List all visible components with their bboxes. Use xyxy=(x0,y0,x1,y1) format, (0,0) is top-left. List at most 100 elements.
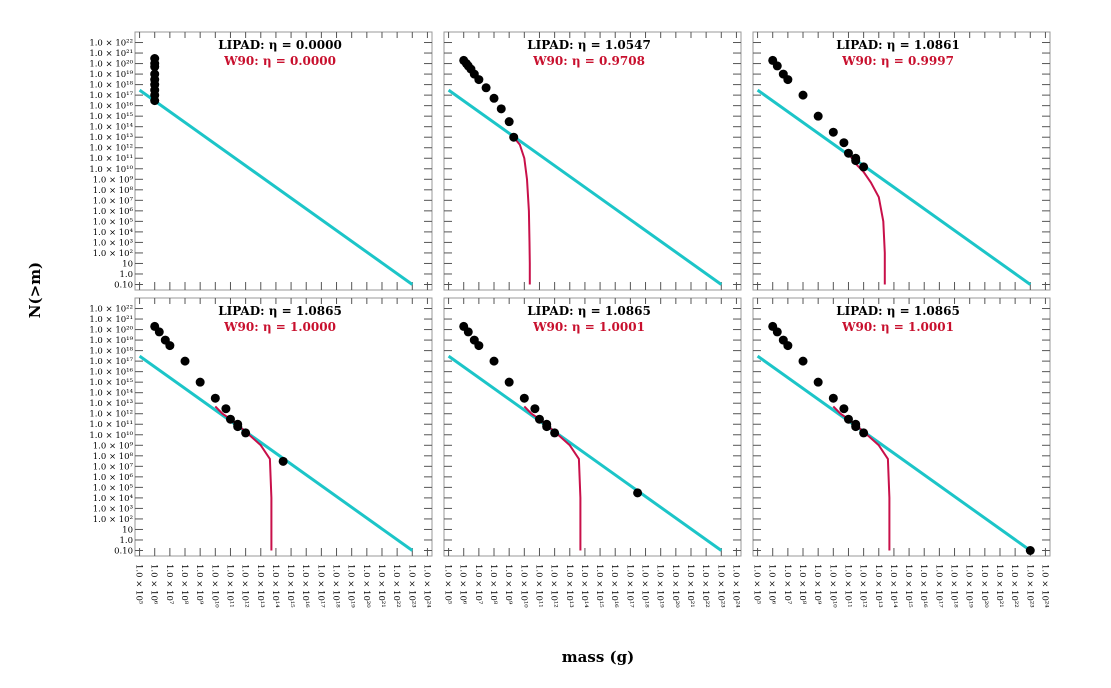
y-tick-label: 1.0 × 10¹⁴ xyxy=(89,123,133,133)
data-point xyxy=(509,132,519,142)
x-tick-label: 1.0 × 10²¹ xyxy=(994,564,1004,608)
panel-subtitle: W90: η = 0.9997 xyxy=(841,54,954,68)
y-tick-label: 10 xyxy=(122,259,133,269)
data-point xyxy=(633,488,643,498)
x-tick-label: 1.0 × 10¹⁷ xyxy=(315,564,325,608)
panel-title: LIPAD: η = 1.0865 xyxy=(527,304,651,318)
data-point xyxy=(772,61,782,71)
x-tick-label: 1.0 × 10⁹ xyxy=(194,564,204,605)
series-line xyxy=(512,136,531,285)
data-point xyxy=(798,356,808,366)
data-point xyxy=(463,327,473,337)
x-tick-label: 1.0 × 10²⁴ xyxy=(421,564,431,608)
series-line xyxy=(447,354,723,552)
x-tick-label: 1.0 × 10¹⁸ xyxy=(331,564,341,608)
x-tick-label: 1.0 × 10⁷ xyxy=(782,564,792,605)
x-tick-label: 1.0 × 10⁵ xyxy=(134,564,144,605)
x-tick-label: 1.0 × 10¹⁰ xyxy=(209,564,219,608)
data-point xyxy=(839,138,849,148)
data-point xyxy=(278,456,288,466)
x-tick-label: 1.0 × 10²⁰ xyxy=(361,564,371,608)
panel-frame xyxy=(443,297,742,557)
x-tick-label: 1.0 × 10⁸ xyxy=(488,564,498,605)
x-tick-label: 1.0 × 10⁸ xyxy=(797,564,807,605)
x-tick-label: 1.0 × 10²⁴ xyxy=(1039,564,1049,608)
data-point xyxy=(481,83,491,93)
x-tick-label: 1.0 × 10⁷ xyxy=(164,564,174,605)
panel-frame xyxy=(752,31,1051,291)
x-tick-label: 1.0 × 10²² xyxy=(1009,564,1019,608)
y-tick-label: 1.0 × 10¹⁰ xyxy=(89,431,133,441)
data-point xyxy=(772,327,782,337)
data-point xyxy=(489,356,499,366)
y-tick-label: 1.0 × 10⁶ xyxy=(93,473,134,483)
panel-frame xyxy=(752,297,1051,557)
x-tick-label: 1.0 × 10²³ xyxy=(715,564,725,608)
y-tick-label: 1.0 × 10⁹ xyxy=(93,441,134,451)
data-point xyxy=(241,428,251,438)
data-point xyxy=(839,404,849,414)
x-tick-label: 1.0 × 10¹¹ xyxy=(842,564,852,608)
series-line xyxy=(847,152,886,285)
x-tick-label: 1.0 × 10¹⁷ xyxy=(933,564,943,608)
y-tick-label: 1.0 × 10¹⁷ xyxy=(89,91,133,101)
y-tick-label: 1.0 xyxy=(119,270,133,280)
panel-title: LIPAD: η = 1.0865 xyxy=(218,304,342,318)
x-tick-label: 1.0 × 10¹² xyxy=(549,564,559,608)
x-tick-label: 1.0 × 10¹⁸ xyxy=(949,564,959,608)
data-point xyxy=(474,341,484,351)
x-tick-label: 1.0 × 10¹⁴ xyxy=(888,564,898,608)
data-point xyxy=(210,393,220,403)
series-line xyxy=(832,405,891,551)
x-tick-label: 1.0 × 10²³ xyxy=(406,564,416,608)
panel-frame xyxy=(134,297,433,557)
series-line xyxy=(756,88,1032,286)
y-tick-label: 0.10 xyxy=(114,546,133,556)
series-line xyxy=(523,405,582,551)
data-point xyxy=(504,377,514,387)
y-tick-label: 1.0 × 10⁵ xyxy=(93,217,134,227)
data-point xyxy=(1025,545,1035,555)
y-tick-label: 1.0 × 10⁶ xyxy=(93,207,134,217)
y-tick-label: 1.0 × 10¹³ xyxy=(89,399,133,409)
x-tick-label: 1.0 × 10²² xyxy=(700,564,710,608)
panel-title: LIPAD: η = 1.0547 xyxy=(527,38,651,52)
y-tick-label: 1.0 × 10⁸ xyxy=(93,452,134,462)
y-axis-label: N(>m) xyxy=(26,262,44,318)
panel-title: LIPAD: η = 1.0865 xyxy=(836,304,960,318)
panel-frame xyxy=(443,31,742,291)
x-tick-label: 1.0 × 10⁷ xyxy=(473,564,483,605)
y-tick-label: 1.0 × 10² xyxy=(93,249,133,259)
x-tick-label: 1.0 × 10⁸ xyxy=(179,564,189,605)
x-tick-label: 1.0 × 10¹² xyxy=(240,564,250,608)
x-tick-label: 1.0 × 10⁵ xyxy=(752,564,762,605)
y-tick-label: 1.0 × 10¹⁸ xyxy=(89,81,133,91)
data-point xyxy=(504,117,514,127)
y-tick-label: 1.0 xyxy=(119,536,133,546)
data-point xyxy=(496,104,506,114)
y-tick-label: 1.0 × 10¹⁰ xyxy=(89,165,133,175)
x-tick-label: 1.0 × 10¹⁰ xyxy=(518,564,528,608)
x-tick-label: 1.0 × 10²⁴ xyxy=(730,564,740,608)
y-tick-label: 1.0 × 10⁷ xyxy=(93,462,134,472)
x-tick-label: 1.0 × 10¹⁶ xyxy=(918,564,928,608)
y-tick-label: 1.0 × 10⁷ xyxy=(93,196,134,206)
x-tick-label: 1.0 × 10¹⁵ xyxy=(903,564,913,608)
panel-subtitle: W90: η = 0.9708 xyxy=(532,54,645,68)
x-tick-label: 1.0 × 10¹¹ xyxy=(533,564,543,608)
x-tick-label: 1.0 × 10¹³ xyxy=(255,564,265,608)
data-point xyxy=(195,377,205,387)
data-point xyxy=(165,341,175,351)
y-tick-label: 1.0 × 10¹⁹ xyxy=(89,70,133,80)
y-tick-label: 1.0 × 10¹⁶ xyxy=(89,368,133,378)
y-tick-label: 1.0 × 10¹² xyxy=(89,410,133,420)
y-tick-label: 1.0 × 10¹⁵ xyxy=(89,378,133,388)
data-point xyxy=(851,422,861,432)
series-line xyxy=(447,88,723,286)
data-point xyxy=(150,62,160,72)
x-tick-label: 1.0 × 10²¹ xyxy=(376,564,386,608)
y-tick-label: 1.0 × 10³ xyxy=(93,238,133,248)
data-point xyxy=(519,393,529,403)
x-tick-label: 1.0 × 10²³ xyxy=(1024,564,1034,608)
series-line xyxy=(138,354,414,552)
